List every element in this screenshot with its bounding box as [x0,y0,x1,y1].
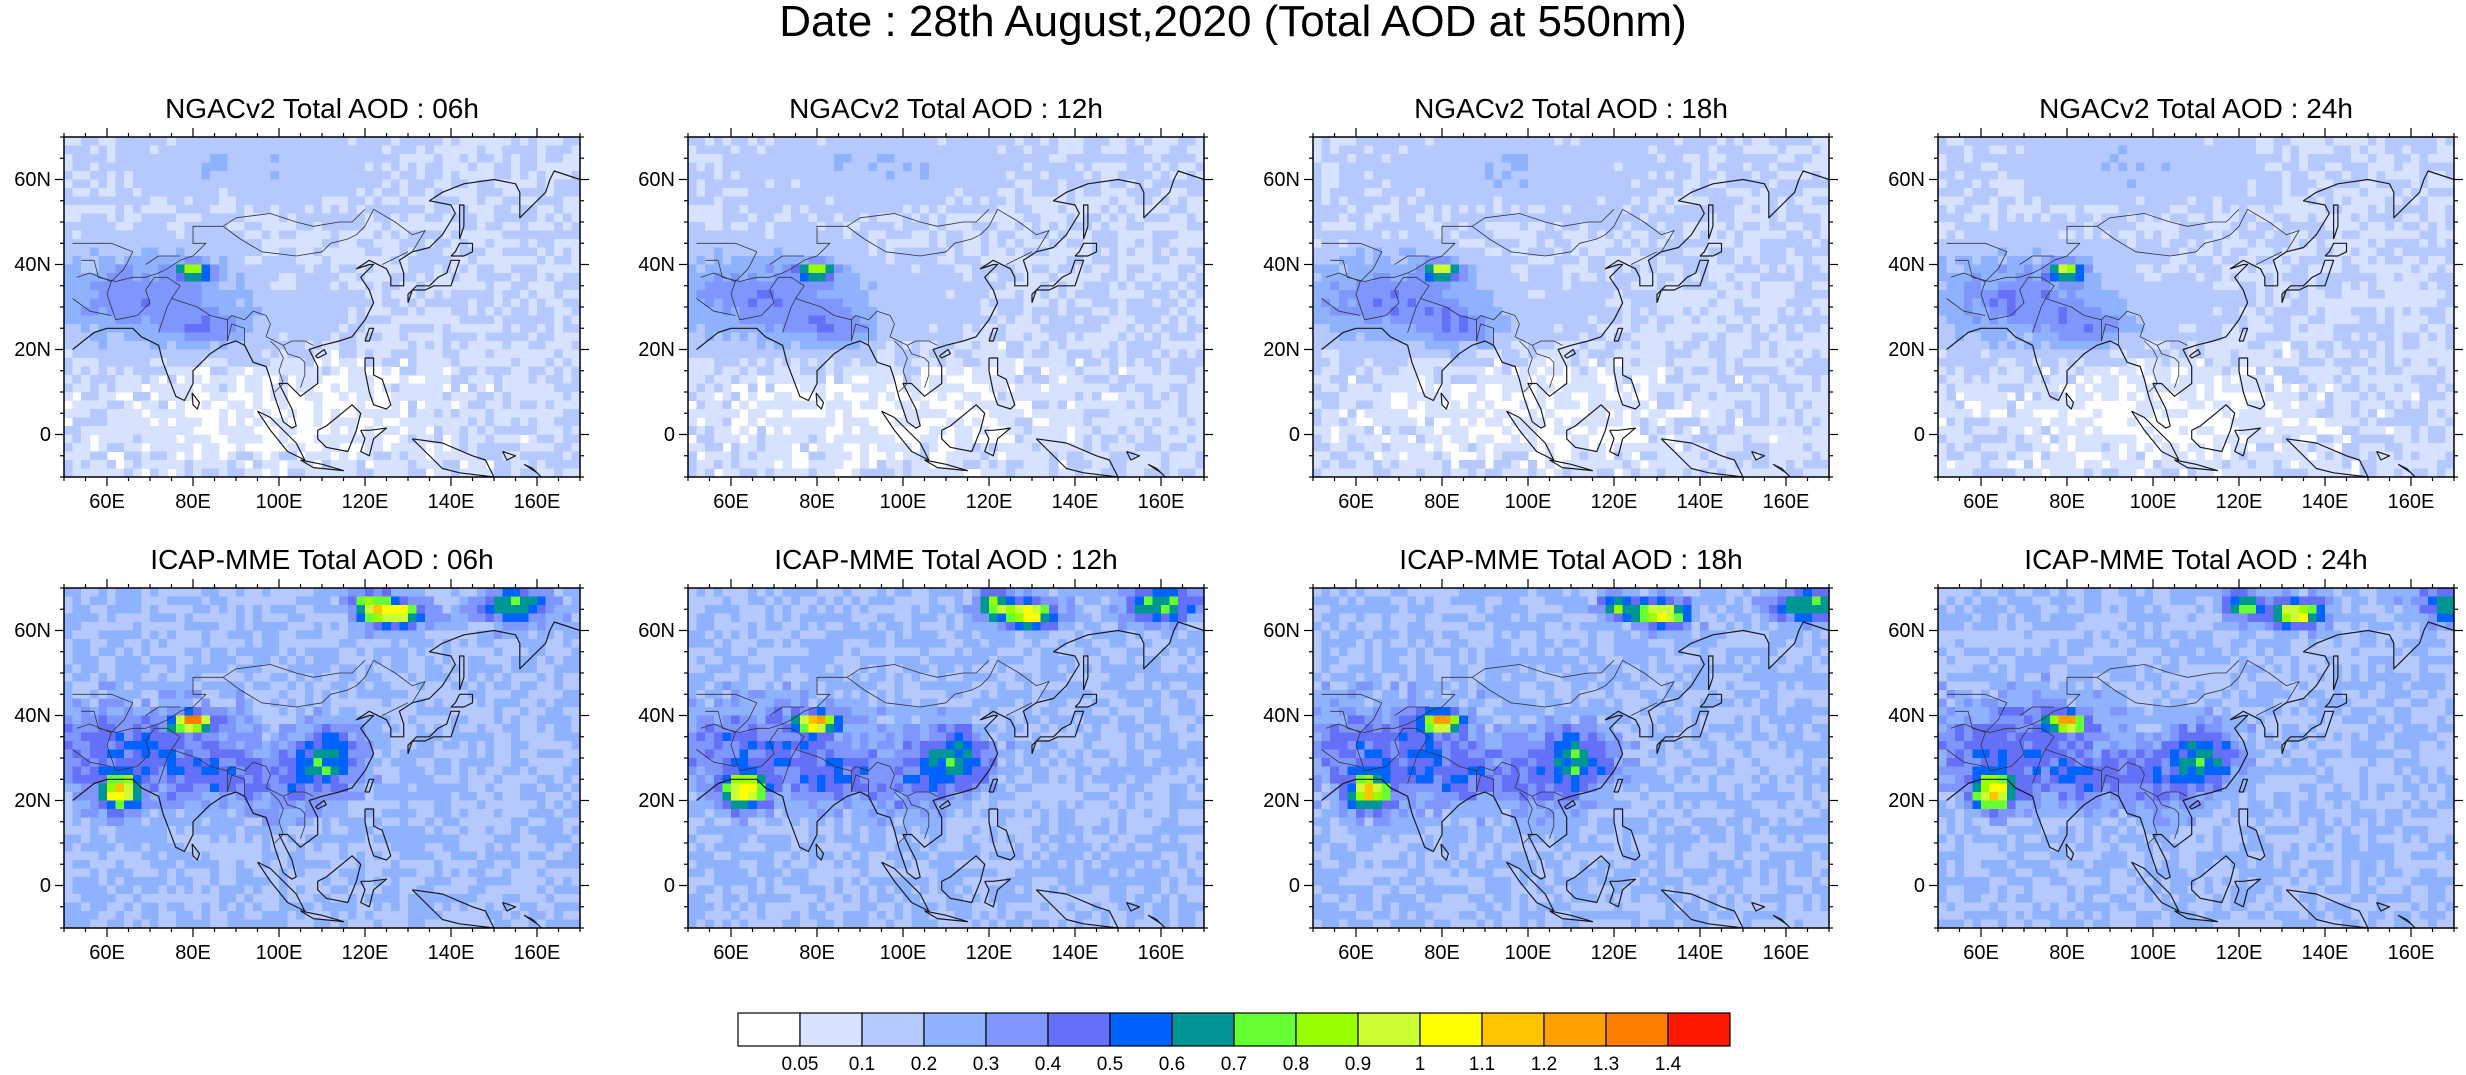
colorbar-box [738,1013,800,1046]
colorbar-label: 1.3 [1576,1055,1636,1075]
colorbar-label: 0.7 [1204,1055,1264,1075]
colorbar-box [862,1013,924,1046]
colorbar-label: 0.8 [1266,1055,1326,1075]
colorbar-label: 0.6 [1142,1055,1202,1075]
colorbar-label: 0.9 [1328,1055,1388,1075]
colorbar-box [1606,1013,1668,1046]
colorbar-label: 1.4 [1638,1055,1698,1075]
colorbar-box [1668,1013,1730,1046]
colorbar-box [986,1013,1048,1046]
colorbar-label: 1.1 [1452,1055,1512,1075]
colorbar-label: 0.2 [894,1055,954,1075]
colorbar-box [1358,1013,1420,1046]
colorbar-box [1234,1013,1296,1046]
colorbar-box [924,1013,986,1046]
colorbar-label: 0.05 [770,1055,830,1075]
colorbar-box [1296,1013,1358,1046]
colorbar-label: 0.5 [1080,1055,1140,1075]
colorbar-box [1110,1013,1172,1046]
colorbar-box [1544,1013,1606,1046]
colorbar-label: 0.1 [832,1055,892,1075]
colorbar-label: 1.2 [1514,1055,1574,1075]
colorbar-label: 0.4 [1018,1055,1078,1075]
colorbar-box [1172,1013,1234,1046]
colorbar-box [1048,1013,1110,1046]
colorbar-box [800,1013,862,1046]
colorbar-label: 0.3 [956,1055,1016,1075]
colorbar-label: 1 [1390,1055,1450,1075]
colorbar-box [1420,1013,1482,1046]
colorbar-box [1482,1013,1544,1046]
